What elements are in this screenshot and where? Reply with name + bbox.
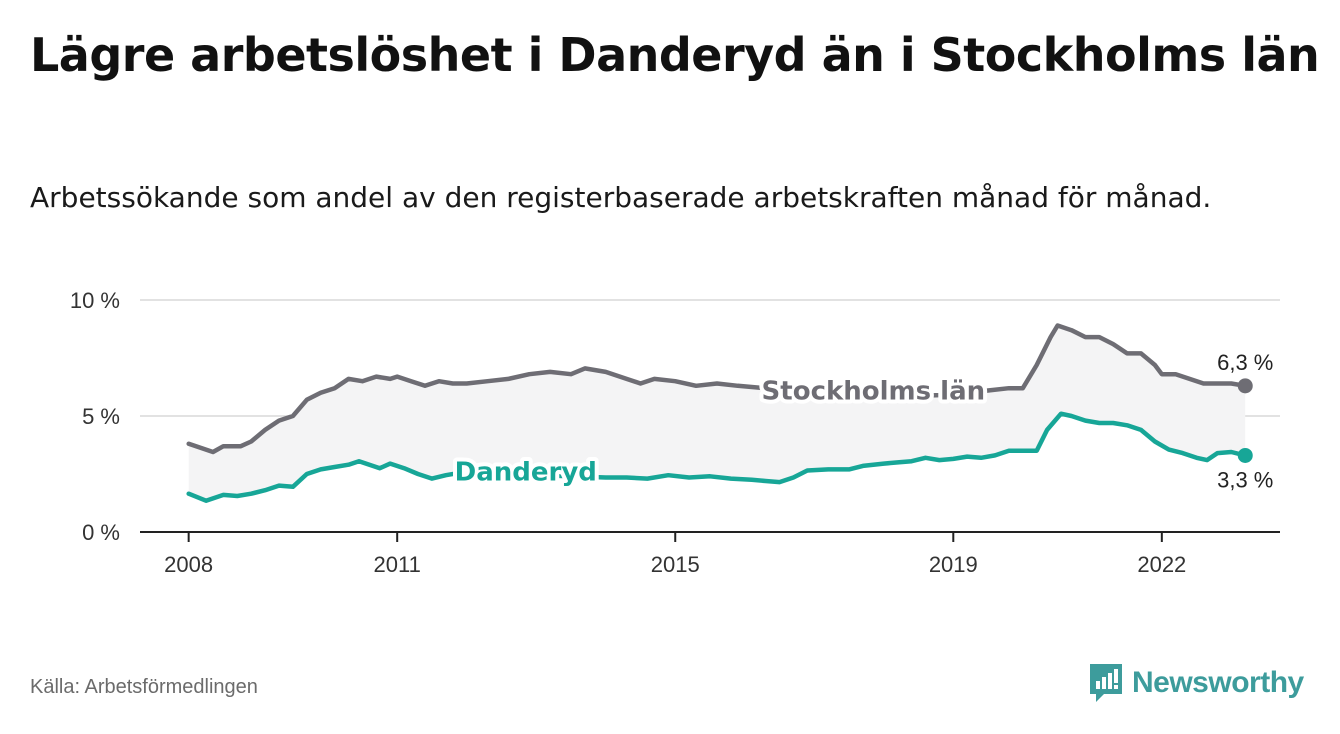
source-note: Källa: Arbetsförmedlingen [30,676,258,698]
y-tick-label: 10 % [70,288,120,313]
end-value-label: 6,3 % [1217,350,1273,375]
series-line-stockholms-lan [186,323,1248,455]
line-chart: 0 % 5 % 10 % 2008 2011 2015 2019 2022 6,3 % 3,3… [70,288,1280,577]
x-axis: 2008 2011 2015 2019 2022 [140,531,1280,577]
y-tick-label: 5 % [82,404,120,429]
y-axis: 0 % 5 % 10 % [70,288,120,545]
x-tick-label: 2015 [651,552,700,577]
x-tick-label: 2008 [164,552,213,577]
series-label-danderyd: Danderyd [455,458,597,488]
series-lines [186,323,1253,503]
x-tick-label: 2019 [929,552,978,577]
end-value-label: 3,3 % [1217,467,1273,492]
series-line-danderyd [186,411,1248,503]
series-labels: 6,3 % 3,3 % Stockholms län Danderyd [451,350,1274,493]
chart-subtitle: Arbetssökande som andel av den registerb… [30,181,1212,214]
brand-logo[interactable]: Newsworthy [1088,662,1304,704]
series-label-stockholms-lan: Stockholms län [762,376,986,406]
brand-name: Newsworthy [1132,666,1304,699]
end-point-marker [1237,447,1253,463]
end-point-marker [1237,378,1253,394]
chart-title: Lägre arbetslöshet i Danderyd än i Stock… [30,28,1320,82]
x-tick-label: 2022 [1137,552,1186,577]
gap-area [188,325,1246,501]
y-tick-label: 0 % [82,520,120,545]
x-tick-label: 2011 [374,552,421,577]
newsworthy-logo-icon [1090,664,1122,702]
